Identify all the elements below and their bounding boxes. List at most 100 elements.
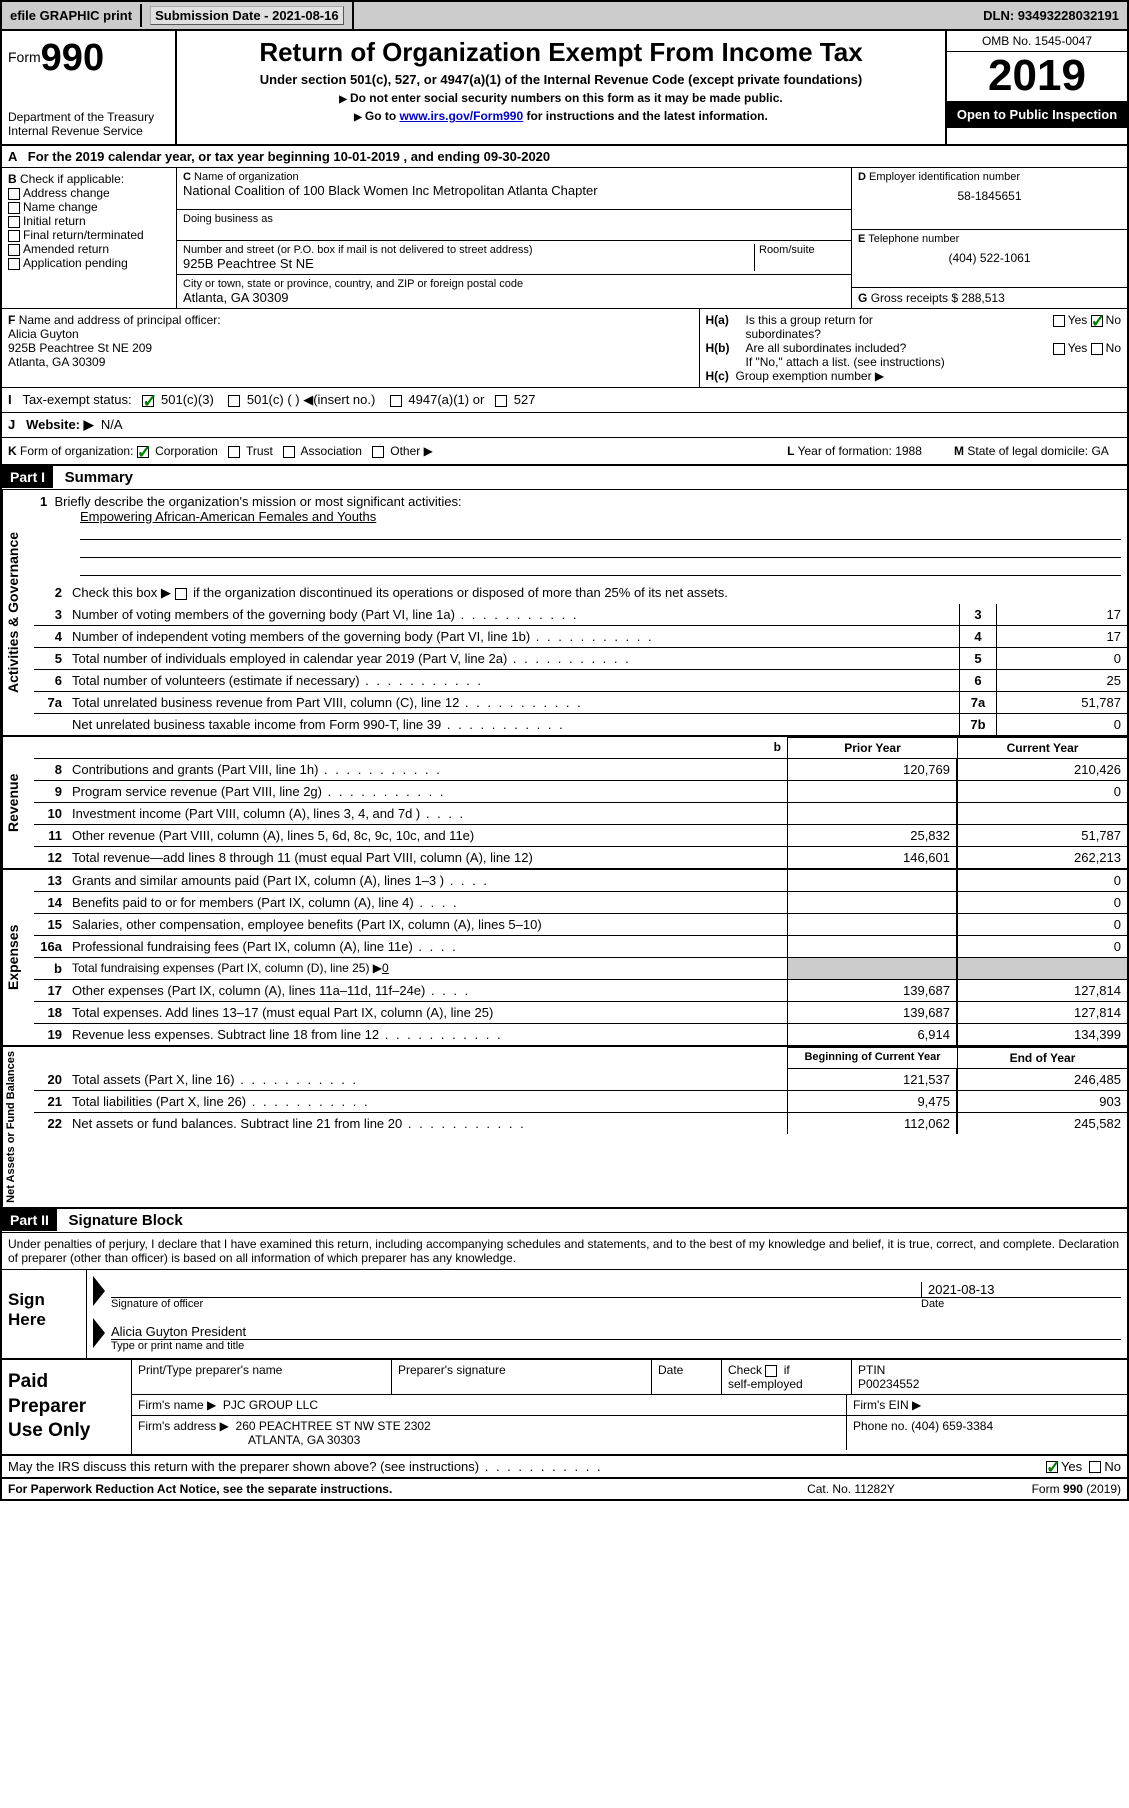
form-subtitle: Under section 501(c), 527, or 4947(a)(1)… — [183, 72, 939, 87]
part1-header: Part I — [2, 466, 53, 488]
line-a: A For the 2019 calendar year, or tax yea… — [2, 146, 1127, 168]
line11: 11Other revenue (Part VIII, column (A), … — [34, 825, 1127, 847]
sign-date: 2021-08-13 — [921, 1282, 1121, 1297]
line18: 18Total expenses. Add lines 13–17 (must … — [34, 1002, 1127, 1024]
form-header: Form990 Department of the TreasuryIntern… — [2, 31, 1127, 146]
line3: 3Number of voting members of the governi… — [34, 604, 1127, 626]
part1-title: Summary — [57, 466, 141, 489]
dln: DLN: 93493228032191 — [975, 4, 1127, 27]
side-label-governance: Activities & Governance — [2, 490, 34, 735]
side-label-netassets: Net Assets or Fund Balances — [2, 1047, 34, 1207]
line5: 5Total number of individuals employed in… — [34, 648, 1127, 670]
final-return-checkbox[interactable] — [8, 230, 20, 242]
top-bar: efile GRAPHIC print Submission Date - 20… — [2, 2, 1127, 31]
omb-number: OMB No. 1545-0047 — [947, 31, 1127, 52]
line16a: 16aProfessional fundraising fees (Part I… — [34, 936, 1127, 958]
note1: Do not enter social security numbers on … — [183, 91, 939, 105]
line10: 10Investment income (Part VIII, column (… — [34, 803, 1127, 825]
line14: 14Benefits paid to or for members (Part … — [34, 892, 1127, 914]
amended-return-checkbox[interactable] — [8, 244, 20, 256]
row-k-l-m: K Form of organization: Corporation Trus… — [2, 438, 1127, 466]
hb-yes-checkbox[interactable] — [1053, 343, 1065, 355]
header-center: Return of Organization Exempt From Incom… — [177, 31, 947, 144]
box-h: H(a)Is this a group return forsubordinat… — [700, 309, 1128, 387]
box-b: B Check if applicable: Address change Na… — [2, 168, 177, 308]
perjury-statement: Under penalties of perjury, I declare th… — [2, 1233, 1127, 1270]
line16b: bTotal fundraising expenses (Part IX, co… — [34, 958, 1127, 980]
row-f-h: F Name and address of principal officer:… — [2, 309, 1127, 388]
side-label-revenue: Revenue — [2, 737, 34, 868]
form-990-page: efile GRAPHIC print Submission Date - 20… — [0, 0, 1129, 1501]
discuss-yes-checkbox[interactable] — [1046, 1461, 1058, 1473]
line20: 20Total assets (Part X, line 16)121,5372… — [34, 1069, 1127, 1091]
line19: 19Revenue less expenses. Subtract line 1… — [34, 1024, 1127, 1045]
hb-no-checkbox[interactable] — [1091, 343, 1103, 355]
row-i: I Tax-exempt status: 501(c)(3) 501(c) ( … — [2, 388, 1127, 413]
initial-return-checkbox[interactable] — [8, 216, 20, 228]
part1-bar: Part I Summary — [2, 466, 1127, 490]
efile-label: efile GRAPHIC print — [2, 4, 142, 27]
dba-label: Doing business as — [183, 213, 845, 225]
website: N/A — [101, 417, 123, 433]
form-number: 990 — [41, 37, 104, 79]
header-right: OMB No. 1545-0047 2019 Open to Public In… — [947, 31, 1127, 144]
name-change-checkbox[interactable] — [8, 202, 20, 214]
box-d-e-g: D Employer identification number 58-1845… — [852, 168, 1127, 308]
street-address: 925B Peachtree St NE — [183, 256, 750, 271]
501c3-checkbox[interactable] — [142, 395, 154, 407]
line7b: Net unrelated business taxable income fr… — [34, 714, 1127, 735]
line9: 9Program service revenue (Part VIII, lin… — [34, 781, 1127, 803]
self-employed-checkbox[interactable] — [765, 1365, 777, 1377]
discuss-no-checkbox[interactable] — [1089, 1461, 1101, 1473]
other-checkbox[interactable] — [372, 446, 384, 458]
application-pending-checkbox[interactable] — [8, 258, 20, 270]
ha-yes-checkbox[interactable] — [1053, 315, 1065, 327]
side-label-expenses: Expenses — [2, 870, 34, 1045]
gross-receipts: 288,513 — [961, 291, 1004, 305]
paid-preparer-block: Paid Preparer Use Only Print/Type prepar… — [2, 1360, 1127, 1456]
ptin: P00234552 — [858, 1377, 919, 1391]
submission-date: Submission Date - 2021-08-16 — [142, 2, 354, 29]
mission-text: Empowering African-American Females and … — [80, 509, 376, 524]
line15: 15Salaries, other compensation, employee… — [34, 914, 1127, 936]
telephone: (404) 522-1061 — [858, 251, 1121, 265]
officer-name: Alicia Guyton — [8, 327, 79, 341]
part2-title: Signature Block — [61, 1209, 191, 1232]
header-left: Form990 Department of the TreasuryIntern… — [2, 31, 177, 144]
expenses-section: Expenses 13Grants and similar amounts pa… — [2, 868, 1127, 1045]
org-name: National Coalition of 100 Black Women In… — [183, 183, 845, 198]
line12: 12Total revenue—add lines 8 through 11 (… — [34, 847, 1127, 868]
box-f: F Name and address of principal officer:… — [2, 309, 700, 387]
form-title: Return of Organization Exempt From Incom… — [183, 37, 939, 68]
footer: For Paperwork Reduction Act Notice, see … — [2, 1479, 1127, 1499]
line4: 4Number of independent voting members of… — [34, 626, 1127, 648]
corporation-checkbox[interactable] — [137, 446, 149, 458]
line17: 17Other expenses (Part IX, column (A), l… — [34, 980, 1127, 1002]
instructions-link[interactable]: www.irs.gov/Form990 — [400, 109, 524, 123]
arrow-icon — [93, 1276, 105, 1306]
netassets-section: Net Assets or Fund Balances Beginning of… — [2, 1045, 1127, 1209]
line2-checkbox[interactable] — [175, 588, 187, 600]
4947-checkbox[interactable] — [390, 395, 402, 407]
open-public: Open to Public Inspection — [947, 100, 1127, 128]
line21: 21Total liabilities (Part X, line 26)9,4… — [34, 1091, 1127, 1113]
year-formation: 1988 — [895, 444, 922, 458]
part2-bar: Part II Signature Block — [2, 1209, 1127, 1233]
ha-no-checkbox[interactable] — [1091, 315, 1103, 327]
form-prefix: Form — [8, 49, 41, 65]
firm-name: PJC GROUP LLC — [223, 1398, 318, 1412]
year-headers2: Beginning of Current YearEnd of Year — [34, 1047, 1127, 1069]
tax-year: 2019 — [947, 52, 1127, 100]
address-change-checkbox[interactable] — [8, 188, 20, 200]
row-j: J Website: ▶ N/A — [2, 413, 1127, 438]
trust-checkbox[interactable] — [228, 446, 240, 458]
preparer-phone: (404) 659-3384 — [911, 1419, 993, 1433]
officer-name-title: Alicia Guyton President — [111, 1324, 246, 1339]
discuss-row: May the IRS discuss this return with the… — [2, 1456, 1127, 1479]
association-checkbox[interactable] — [283, 446, 295, 458]
ein: 58-1845651 — [858, 189, 1121, 203]
note2: Go to www.irs.gov/Form990 for instructio… — [183, 109, 939, 123]
part2-header: Part II — [2, 1209, 57, 1231]
501c-checkbox[interactable] — [228, 395, 240, 407]
527-checkbox[interactable] — [495, 395, 507, 407]
